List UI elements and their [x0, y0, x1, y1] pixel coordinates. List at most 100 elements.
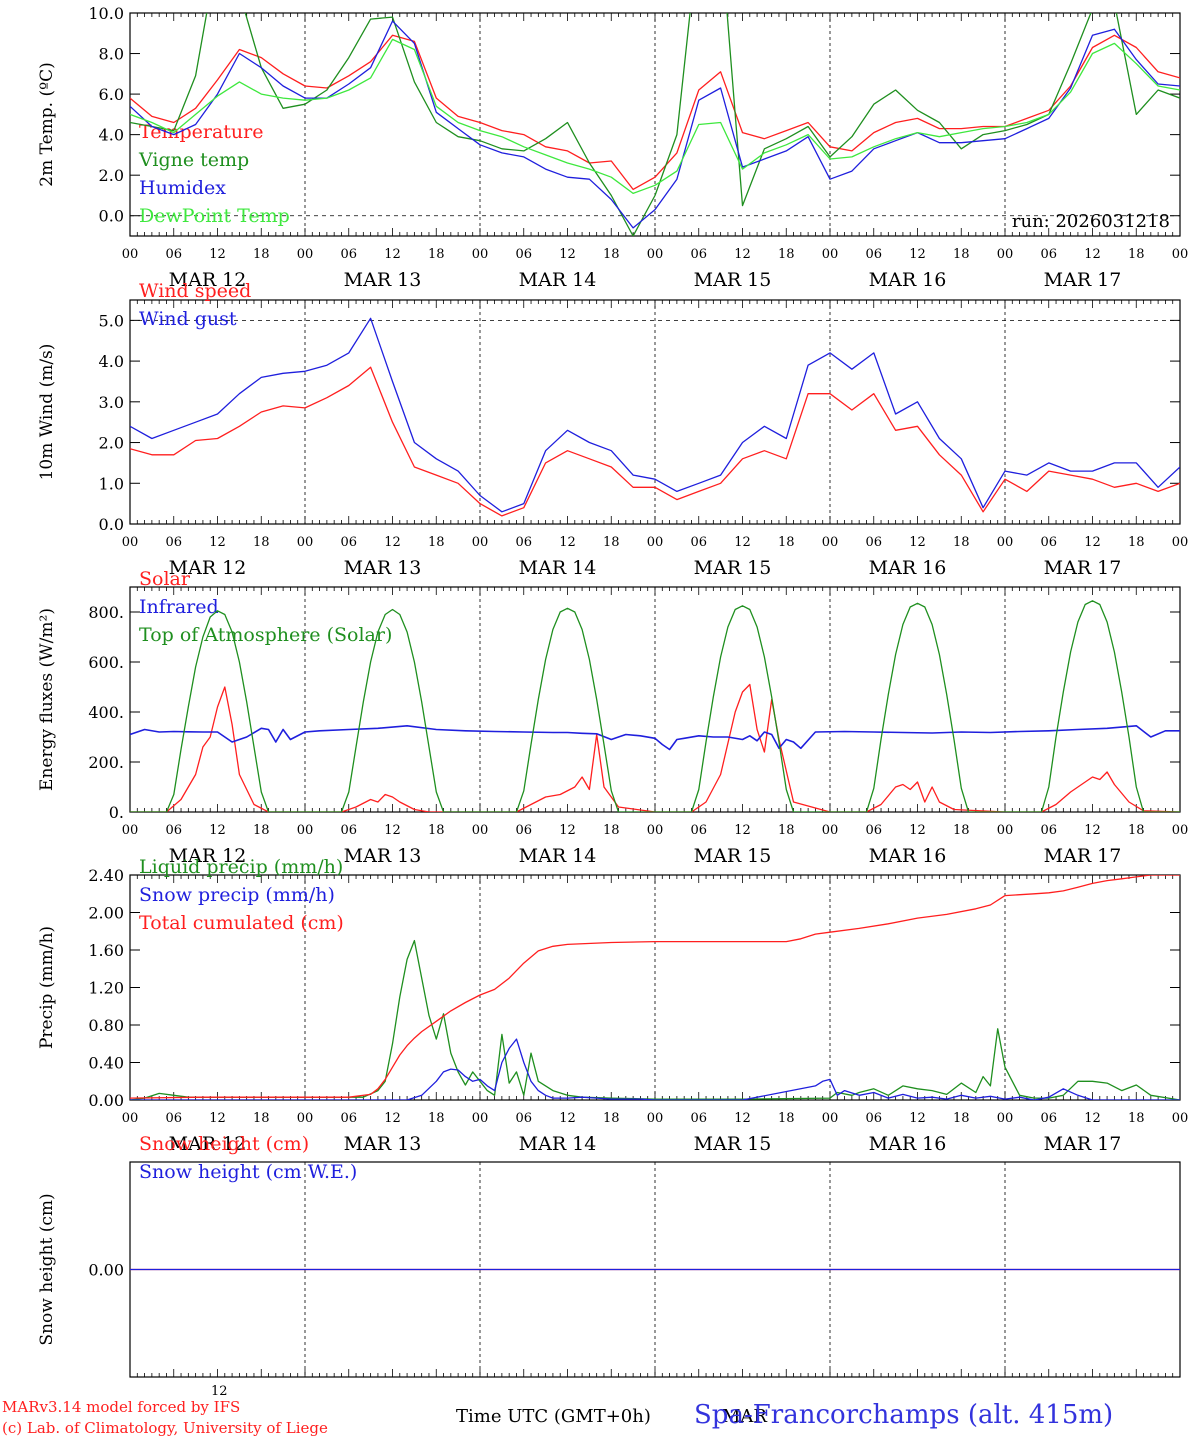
legend-entry: Total cumulated (cm)	[139, 912, 344, 934]
model-credit: MARv3.14 model forced by IFS	[2, 1398, 241, 1416]
x-tick-label: 00	[822, 535, 839, 550]
x-tick-label: 18	[428, 1111, 445, 1126]
x-tick-label: 06	[165, 247, 182, 262]
y-tick-label: 2.0	[99, 434, 124, 453]
y-tick-label: 1.20	[88, 979, 124, 998]
x-tick-label: 18	[603, 823, 620, 838]
x-tick-label: 00	[472, 823, 489, 838]
stray-hour-label: 12	[211, 1384, 228, 1399]
x-tick-label: 06	[165, 1111, 182, 1126]
y-tick-label: 2.0	[99, 166, 124, 185]
day-label: MAR 13	[344, 1133, 422, 1155]
x-tick-label: 18	[253, 1111, 270, 1126]
y-tick-label: 1.60	[88, 941, 124, 960]
y-tick-label: 8.0	[99, 45, 124, 64]
y-tick-label: 6.0	[99, 85, 124, 104]
x-tick-label: 18	[1128, 823, 1145, 838]
x-tick-label: 18	[253, 823, 270, 838]
series-line	[130, 875, 1180, 1099]
y-tick-label: 0.0	[99, 207, 124, 226]
x-tick-label: 18	[778, 247, 795, 262]
x-tick-label: 12	[909, 535, 926, 550]
x-tick-label: 00	[822, 247, 839, 262]
x-tick-label: 00	[997, 247, 1014, 262]
x-tick-label: 12	[734, 535, 751, 550]
x-tick-label: 00	[297, 823, 314, 838]
x-tick-label: 12	[734, 247, 751, 262]
x-tick-label: 00	[822, 1111, 839, 1126]
x-tick-label: 00	[122, 1111, 139, 1126]
x-tick-label: 06	[1040, 247, 1057, 262]
x-tick-label: 06	[340, 247, 357, 262]
day-label: MAR 16	[869, 557, 947, 579]
stray-month-label: MAR	[722, 1406, 767, 1427]
day-label: MAR 17	[1044, 269, 1122, 291]
y-tick-label: 4.0	[99, 352, 124, 371]
x-tick-label: 18	[778, 535, 795, 550]
day-label: MAR 15	[694, 1133, 772, 1155]
x-tick-label: 12	[734, 823, 751, 838]
x-tick-label: 12	[1084, 823, 1101, 838]
day-label: MAR 13	[344, 269, 422, 291]
series-line	[130, 20, 1180, 229]
x-tick-label: 06	[340, 823, 357, 838]
day-label: MAR 14	[519, 269, 597, 291]
legend-entry: Humidex	[139, 177, 226, 199]
x-tick-label: 18	[778, 1111, 795, 1126]
x-tick-label: 06	[1040, 1111, 1057, 1126]
x-tick-label: 12	[384, 823, 401, 838]
x-tick-label: 06	[690, 823, 707, 838]
day-label: MAR 13	[344, 845, 422, 867]
x-tick-label: 00	[472, 535, 489, 550]
x-tick-label: 18	[953, 1111, 970, 1126]
series-line	[130, 13, 1180, 236]
day-label: MAR 12	[169, 1133, 247, 1155]
x-tick-label: 00	[822, 823, 839, 838]
legend-entry: Wind gust	[139, 308, 237, 330]
day-label: MAR 12	[169, 845, 247, 867]
legend-entry: Wind speed	[139, 280, 251, 302]
x-tick-label: 12	[909, 823, 926, 838]
x-tick-label: 06	[865, 823, 882, 838]
y-tick-label: 1.0	[99, 474, 124, 493]
series-line	[130, 317, 1180, 513]
y-axis-label: 10m Wind (m/s)	[37, 344, 57, 481]
legend-entry: Top of Atmosphere (Solar)	[139, 624, 392, 646]
x-tick-label: 18	[253, 247, 270, 262]
x-tick-label: 06	[165, 823, 182, 838]
x-tick-label: 18	[953, 823, 970, 838]
x-tick-label: 00	[472, 1111, 489, 1126]
y-tick-label: 0.00	[88, 1261, 124, 1280]
x-tick-label: 12	[559, 247, 576, 262]
x-tick-label: 00	[647, 1111, 664, 1126]
x-tick-label: 00	[997, 535, 1014, 550]
x-tick-label: 06	[515, 247, 532, 262]
day-label: MAR 12	[169, 269, 247, 291]
panel-frame	[129, 299, 1181, 525]
x-tick-label: 18	[953, 247, 970, 262]
y-tick-label: 3.0	[99, 393, 124, 412]
panel-frame	[129, 874, 1181, 1101]
x-tick-label: 00	[1172, 1111, 1189, 1126]
x-tick-label: 18	[778, 823, 795, 838]
legend-entry: Vigne temp	[138, 149, 249, 171]
day-label: MAR 15	[694, 557, 772, 579]
day-label: MAR 17	[1044, 1133, 1122, 1155]
day-label: MAR 14	[519, 845, 597, 867]
x-tick-label: 00	[297, 247, 314, 262]
x-tick-label: 18	[1128, 535, 1145, 550]
x-tick-label: 18	[603, 535, 620, 550]
y-tick-label: 4.0	[99, 126, 124, 145]
series-line	[130, 38, 1180, 195]
legend-entry: Snow precip (mm/h)	[139, 884, 335, 906]
x-tick-label: 12	[384, 247, 401, 262]
x-tick-label: 12	[209, 247, 226, 262]
x-tick-label: 06	[690, 247, 707, 262]
y-tick-label: 2.40	[88, 866, 124, 885]
x-tick-label: 00	[647, 535, 664, 550]
day-label: MAR 17	[1044, 557, 1122, 579]
x-tick-label: 00	[122, 247, 139, 262]
legend-entry: Liquid precip (mm/h)	[139, 856, 343, 878]
y-tick-label: 10.0	[88, 4, 124, 23]
x-tick-label: 06	[865, 1111, 882, 1126]
